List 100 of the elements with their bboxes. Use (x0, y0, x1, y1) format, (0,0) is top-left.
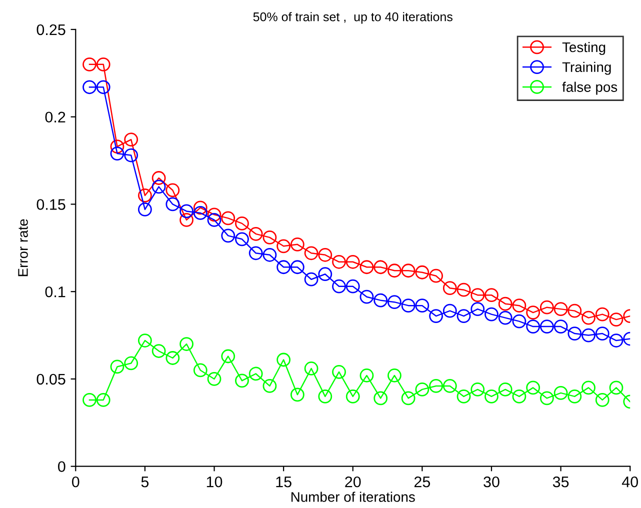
point (166, 183, 180, 198)
x-axis-title: Number of iterations (291, 492, 415, 502)
point (304, 362, 318, 376)
point (388, 368, 402, 382)
point (498, 296, 512, 311)
legend-label: Testing (562, 42, 606, 55)
y-tick-label: 0 (58, 461, 66, 472)
y-tick-label: 0.15 (36, 199, 66, 210)
point (262, 248, 277, 262)
point (360, 368, 374, 382)
x-tick-label: 15 (276, 476, 292, 488)
point (360, 290, 374, 304)
point (276, 239, 291, 254)
point (207, 208, 222, 222)
point (304, 246, 318, 260)
point (193, 206, 208, 220)
point (221, 349, 236, 364)
point (540, 300, 554, 314)
point (415, 298, 430, 313)
point (248, 246, 263, 260)
point (290, 237, 304, 252)
point (276, 260, 291, 274)
point (166, 197, 180, 212)
point (138, 188, 152, 202)
point (152, 344, 166, 358)
point (124, 356, 138, 370)
point (235, 232, 249, 246)
point (248, 226, 263, 241)
point (470, 288, 485, 302)
point (582, 380, 596, 395)
point (401, 391, 416, 406)
point (484, 390, 498, 404)
point (456, 282, 471, 297)
x-tick-label: 25 (414, 476, 430, 488)
point (388, 264, 402, 278)
x-tick-label: 40 (622, 476, 638, 488)
point (374, 293, 388, 308)
point (276, 352, 291, 367)
point (262, 230, 277, 244)
point (180, 337, 194, 351)
point (498, 310, 512, 325)
point (193, 200, 208, 215)
point (82, 80, 96, 94)
point (96, 57, 110, 72)
point (235, 216, 249, 230)
point (456, 309, 471, 323)
point (609, 312, 624, 326)
point (415, 265, 430, 280)
point (346, 254, 360, 269)
point (193, 363, 208, 378)
point (609, 334, 624, 348)
point (415, 382, 430, 396)
point (318, 390, 332, 404)
y-tick-label: 0.25 (36, 24, 66, 36)
x-tick-label: 20 (345, 476, 361, 488)
point (138, 334, 152, 348)
point (152, 171, 166, 185)
point (124, 148, 138, 162)
legend-label: Training (562, 62, 611, 75)
point (595, 326, 610, 340)
point (456, 390, 471, 404)
point (442, 281, 457, 296)
point (429, 268, 443, 283)
point (152, 180, 166, 194)
point (318, 248, 332, 262)
point (498, 382, 512, 396)
point (248, 366, 263, 381)
point (207, 213, 222, 227)
point (526, 380, 540, 395)
point (110, 360, 124, 374)
point (346, 279, 360, 294)
point (374, 260, 388, 274)
point (526, 320, 540, 334)
point (554, 302, 568, 316)
point (318, 267, 332, 282)
y-tick-label: 0.2 (45, 112, 66, 123)
point (124, 132, 138, 147)
point (442, 379, 457, 393)
point (429, 379, 443, 393)
x-tick-label: 0 (72, 476, 80, 488)
point (346, 390, 360, 404)
point (582, 310, 596, 325)
point (221, 228, 236, 243)
point (442, 304, 457, 318)
legend-label: false pos (562, 82, 618, 95)
point (512, 298, 526, 313)
point (484, 307, 498, 322)
point (166, 351, 180, 365)
point (290, 260, 304, 274)
y-tick-label: 0.05 (36, 374, 66, 385)
point (235, 374, 249, 388)
point (374, 391, 388, 406)
x-tick-label: 10 (206, 476, 222, 488)
point (96, 80, 110, 94)
point (470, 302, 485, 316)
point (262, 379, 277, 393)
point (401, 264, 416, 278)
point (82, 57, 96, 72)
point (609, 380, 624, 395)
point (568, 326, 582, 340)
